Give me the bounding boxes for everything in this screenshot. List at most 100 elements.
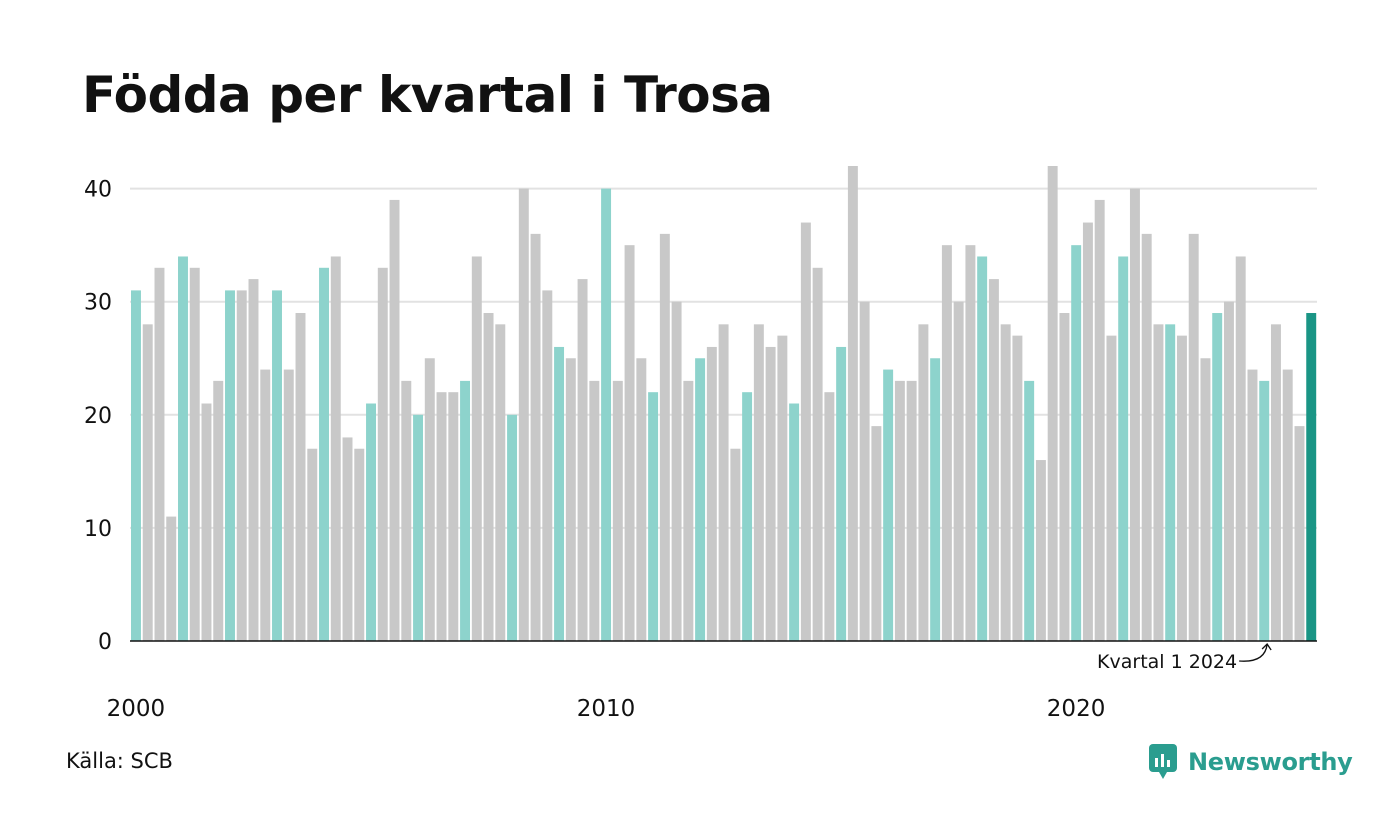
bar: [742, 392, 753, 641]
bar: [847, 166, 858, 641]
y-tick-label: 10: [84, 517, 112, 542]
bar: [201, 403, 212, 641]
bar: [671, 301, 682, 641]
bar: [330, 256, 341, 641]
bar-chart: 0 10 20 30 40 2000 2010 2020 Kvartal 1 2024: [84, 166, 1317, 722]
bar: [883, 369, 894, 641]
bar: [518, 188, 529, 641]
bar: [1000, 324, 1011, 641]
bar: [753, 324, 764, 641]
x-tick-label: 2000: [107, 696, 166, 722]
bar: [319, 267, 329, 641]
bar: [965, 245, 976, 642]
bar-latest: [1306, 313, 1317, 641]
bar: [542, 290, 553, 641]
bar: [1141, 233, 1152, 642]
bar: [1200, 358, 1211, 641]
bar: [495, 324, 506, 641]
bar: [1282, 369, 1293, 641]
bar: [977, 256, 988, 641]
bar: [1094, 199, 1105, 641]
bar: [565, 358, 576, 641]
bar: [695, 358, 706, 641]
bar: [1294, 426, 1305, 641]
bar: [1270, 324, 1281, 641]
bar: [1106, 335, 1117, 641]
y-tick-label: 0: [98, 630, 112, 655]
bar: [1176, 335, 1187, 641]
bar: [1024, 380, 1035, 641]
bar: [1223, 301, 1234, 641]
bar: [342, 437, 353, 641]
bar: [1247, 369, 1258, 641]
newsworthy-logo: Newsworthy: [1148, 742, 1353, 782]
annotation-arrow: [1239, 643, 1268, 662]
bar: [507, 414, 518, 641]
bar: [448, 392, 459, 641]
bar: [988, 279, 999, 641]
bar: [706, 346, 717, 641]
bar: [871, 426, 882, 641]
bar: [636, 358, 647, 641]
bar: [1212, 313, 1223, 641]
bar: [389, 199, 400, 641]
bar: [1129, 188, 1140, 641]
newsworthy-logo-icon: [1149, 744, 1177, 779]
bar: [624, 245, 635, 642]
bar: [812, 267, 823, 641]
bar: [800, 222, 811, 642]
y-tick-label: 20: [84, 404, 112, 429]
bar: [789, 403, 800, 641]
bar: [225, 290, 235, 641]
bar: [554, 346, 565, 641]
bar: [941, 245, 952, 642]
bar: [377, 267, 388, 641]
x-tick-label: 2010: [577, 696, 636, 722]
axes: 0 10 20 30 40 2000 2010 2020: [84, 178, 1317, 722]
bar: [424, 358, 435, 641]
bar: [765, 346, 776, 641]
bar: [1012, 335, 1023, 641]
bar: [1153, 324, 1164, 641]
bar: [683, 380, 694, 641]
y-tick-label: 30: [84, 291, 112, 316]
bar: [918, 324, 929, 641]
bar: [894, 380, 905, 641]
bar: [236, 290, 247, 641]
bar: [777, 335, 788, 641]
bar: [178, 256, 188, 641]
bar: [1235, 256, 1246, 641]
bar: [1165, 324, 1176, 641]
chart-title: Födda per kvartal i Trosa: [82, 66, 773, 124]
brand-name: Newsworthy: [1188, 748, 1353, 776]
annotation-label: Kvartal 1 2024: [1097, 651, 1237, 673]
bar: [354, 448, 365, 641]
bar: [836, 346, 847, 641]
bar: [906, 380, 917, 641]
bar: [718, 324, 729, 641]
bar: [589, 380, 600, 641]
bar: [295, 313, 306, 641]
bar: [154, 267, 165, 641]
bar: [213, 380, 224, 641]
bar: [166, 516, 177, 641]
bar: [730, 448, 741, 641]
bar: [577, 279, 588, 641]
bar: [366, 403, 376, 641]
bar: [131, 290, 141, 641]
bar: [1259, 380, 1270, 641]
source-label: Källa: SCB: [66, 749, 173, 773]
bar: [413, 414, 424, 641]
bar: [824, 392, 835, 641]
bar: [248, 279, 259, 641]
bar: [648, 392, 659, 641]
bar: [471, 256, 482, 641]
bar: [460, 380, 471, 641]
bar: [530, 233, 541, 642]
bar: [1071, 245, 1082, 642]
bar: [1188, 233, 1199, 642]
bar: [930, 358, 941, 641]
bar: [189, 267, 200, 641]
bar: [1047, 166, 1058, 641]
bar: [1059, 313, 1070, 641]
